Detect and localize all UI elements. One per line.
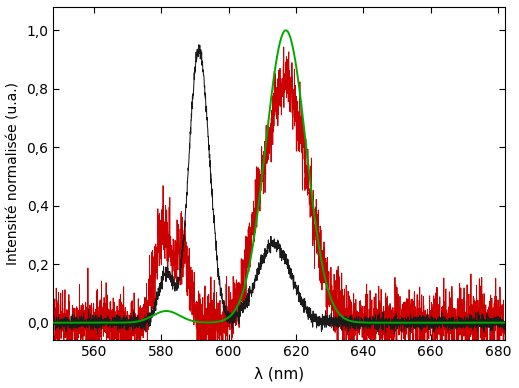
Y-axis label: Intensité normalisée (u.a.): Intensité normalisée (u.a.): [7, 82, 21, 265]
X-axis label: λ (nm): λ (nm): [254, 366, 304, 381]
